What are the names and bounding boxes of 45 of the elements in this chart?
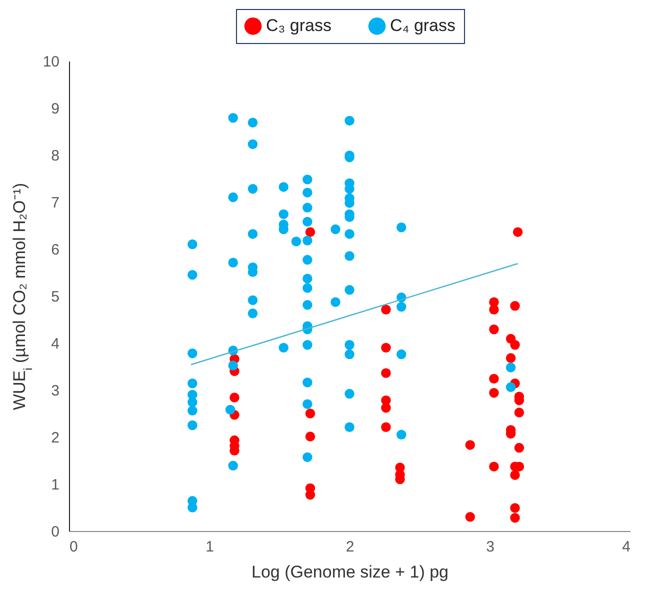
y-tick-label: 10: [42, 54, 60, 70]
point: [305, 408, 316, 418]
point: [230, 392, 240, 402]
point: [506, 353, 516, 363]
point: [489, 388, 499, 398]
y-tick-label: 8: [51, 148, 60, 164]
point: [465, 512, 475, 522]
point: [381, 304, 391, 314]
y-tick-label: 6: [51, 242, 60, 258]
legend-label: C₄ grass: [390, 16, 456, 36]
y-tick-label: 5: [51, 288, 60, 306]
point: [510, 301, 520, 311]
point: [512, 227, 523, 237]
point: [510, 470, 520, 480]
point: [510, 503, 520, 513]
y-tick-label: 0: [51, 524, 60, 540]
point: [381, 368, 391, 378]
point: [514, 442, 524, 453]
point: [510, 340, 520, 350]
point: [489, 304, 499, 314]
point: [489, 462, 499, 472]
y-tick-label: 4: [51, 336, 60, 352]
y-tick-label: 1: [51, 476, 60, 494]
point: [305, 227, 316, 237]
point: [465, 440, 475, 450]
point: [489, 324, 499, 334]
point: [510, 512, 520, 523]
x-tick-label: 1: [206, 538, 214, 556]
point: [305, 432, 316, 442]
x-tick-label: 4: [622, 538, 630, 556]
point: [381, 342, 391, 353]
legend-label: C₃ grass: [266, 16, 332, 36]
point: [514, 408, 524, 418]
x-tick-label: 3: [486, 538, 494, 556]
x-tick-label: 0: [70, 538, 78, 556]
y-tick-label: 9: [51, 100, 60, 118]
point: [381, 402, 391, 413]
point: [489, 374, 499, 384]
x-tick-label: 2: [346, 538, 354, 556]
point: [381, 422, 391, 432]
y-tick-label: 2: [51, 430, 60, 446]
y-tick-label: 7: [51, 194, 60, 212]
y-tick-label: 3: [51, 382, 60, 400]
x-axis-title: Log (Genome size + 1) pg: [251, 562, 449, 582]
point: [305, 490, 316, 500]
